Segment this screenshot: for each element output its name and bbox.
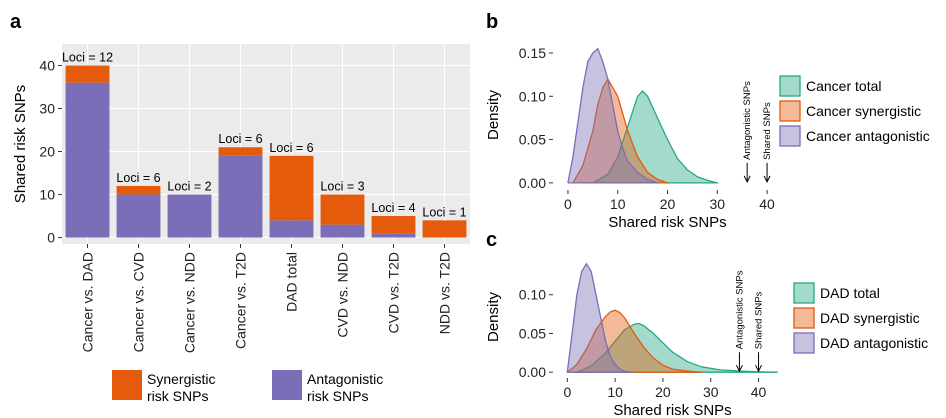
legend-label-line1: Antagonistic [307, 371, 383, 387]
x-axis-title: Shared risk SNPs [613, 402, 731, 418]
bar-synergistic [371, 216, 416, 234]
bar-chart-panel-a: 0 10 20 30 40 Loci = 12 Cancer vs. DAD Loci = 6… [12, 44, 470, 404]
bar-antagonistic [269, 220, 314, 238]
marker-label: Shared SNPs [762, 102, 773, 160]
legend-swatch [112, 370, 142, 400]
legend-swatch [779, 75, 801, 97]
bar-loci-label: Loci = 6 [116, 171, 160, 185]
legend-swatch [779, 125, 801, 147]
marker-arrow-head [735, 364, 743, 373]
marker-arrow-head [755, 364, 762, 373]
legend-label-line1: Synergistic [147, 371, 215, 387]
density-area-total [592, 90, 719, 184]
bar-loci-label: Loci = 6 [269, 141, 313, 155]
marker-label: Shared SNPs [754, 291, 765, 349]
x-tick-label: Cancer vs. CVD [131, 252, 147, 352]
marker-arrow-head [763, 175, 771, 183]
legend-label: DAD synergistic [820, 310, 920, 326]
bar-synergistic [320, 194, 365, 225]
bar-loci-label: Loci = 6 [218, 132, 262, 146]
y-axis-title: Density [485, 89, 502, 140]
bar-antagonistic [371, 233, 416, 238]
bar-synergistic [116, 185, 161, 195]
y-tick-label: 0.00 [519, 364, 546, 380]
x-tick-label: Cancer vs. T2D [233, 252, 249, 349]
legend-label: Cancer synergistic [806, 103, 921, 119]
bar-synergistic [218, 147, 263, 156]
bar-loci-label: Loci = 2 [167, 180, 211, 194]
bar-antagonistic [320, 224, 365, 238]
bar-synergistic [269, 155, 314, 221]
y-tick-label: 0 [47, 230, 55, 246]
bar-synergistic [422, 220, 467, 238]
y-tick-label: 0.05 [519, 325, 546, 341]
y-tick-label: 30 [39, 101, 55, 117]
legend-label: Cancer total [806, 78, 881, 94]
bar-antagonistic [167, 194, 212, 238]
y-tick-label: 0.15 [519, 45, 546, 61]
density-area-synergistic [572, 77, 669, 184]
x-tick-label: 30 [709, 196, 725, 212]
legend-swatch [793, 282, 815, 304]
x-tick-label: 10 [607, 384, 623, 400]
marker-arrow-head [743, 175, 751, 183]
x-tick-label: 0 [563, 384, 571, 400]
y-axis-title: Shared risk SNPs [12, 85, 29, 203]
x-tick-label: 0 [564, 196, 572, 212]
legend-swatch [272, 370, 302, 400]
bar-synergistic [65, 65, 110, 83]
y-axis-title: Density [485, 291, 502, 342]
panel-letter-b: b [486, 11, 498, 33]
legend-label-line2: risk SNPs [307, 388, 368, 404]
legend-swatch [793, 307, 815, 329]
bar-loci-label: Loci = 4 [371, 201, 415, 215]
x-tick-label: Cancer vs. NDD [182, 252, 198, 353]
x-tick-label: Cancer vs. DAD [80, 252, 96, 352]
marker-label: Antagonistic SNPs [734, 270, 745, 349]
legend-label: DAD antagonistic [820, 335, 928, 351]
y-tick-label: 10 [39, 187, 55, 203]
x-tick-label: 30 [703, 384, 719, 400]
density-chart-panel-c: 0.00 0.05 0.10 0 10 20 30 40 Antagonistic SNPs Sh… [485, 262, 928, 418]
bar-antagonistic [218, 155, 263, 238]
density-chart-panel-b: 0.00 0.05 0.10 0.15 0 10 20 30 40 Antagonistic SN… [485, 45, 930, 231]
y-tick-label: 0.10 [519, 287, 546, 303]
y-tick-label: 0.10 [519, 88, 546, 104]
bar-antagonistic [65, 82, 110, 238]
legend-label-line2: risk SNPs [147, 388, 208, 404]
x-tick-label: CVD vs. T2D [386, 252, 402, 333]
density-area-antagonistic [567, 47, 660, 184]
density-area-antagonistic [566, 262, 635, 374]
x-tick-label: 10 [610, 196, 626, 212]
bar-loci-label: Loci = 1 [422, 205, 466, 219]
y-tick-label: 40 [39, 58, 55, 74]
y-tick-label: 0.05 [519, 132, 546, 148]
legend-swatch [779, 100, 801, 122]
panel-letter-c: c [486, 229, 497, 251]
x-tick-label: 40 [751, 384, 767, 400]
x-tick-label: 20 [655, 384, 671, 400]
bar-antagonistic [116, 194, 161, 238]
density-area-synergistic [566, 309, 702, 373]
legend-label: DAD total [820, 285, 880, 301]
y-tick-label: 0.00 [519, 175, 546, 191]
x-tick-label: CVD vs. NDD [335, 252, 351, 338]
marker-label: Antagonistic SNPs [742, 81, 753, 160]
y-tick-label: 20 [39, 144, 55, 160]
x-tick-label: DAD total [284, 252, 300, 312]
legend-swatch [793, 332, 815, 354]
panel-letter-a: a [10, 11, 22, 33]
bar-loci-label: Loci = 3 [320, 180, 364, 194]
x-tick-label: 20 [660, 196, 676, 212]
x-tick-label: 40 [759, 196, 775, 212]
bar-loci-label: Loci = 12 [62, 51, 113, 65]
x-axis-title: Shared risk SNPs [608, 214, 726, 231]
legend-label: Cancer antagonistic [806, 128, 930, 144]
density-area-total [576, 322, 778, 374]
x-tick-label: NDD vs. T2D [437, 252, 453, 334]
